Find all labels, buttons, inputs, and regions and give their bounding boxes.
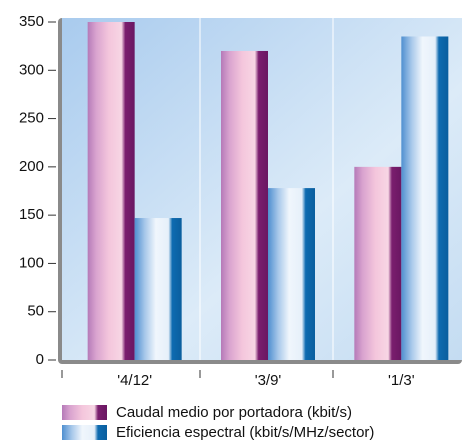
bar: [87, 22, 135, 360]
legend-swatch: [62, 405, 107, 420]
y-tick-label: 350: [19, 13, 44, 30]
legend-swatch: [62, 425, 107, 440]
x-tick-label: '3/9': [255, 372, 282, 389]
bar: [354, 166, 402, 360]
bar: [221, 50, 268, 360]
y-tick-label: 200: [19, 158, 44, 175]
x-tick-label: '4/12': [117, 372, 152, 389]
bar: [134, 218, 182, 360]
y-tick-label: 300: [19, 61, 44, 78]
bar: [401, 36, 449, 360]
y-tick-label: 0: [36, 351, 44, 368]
y-tick-label: 50: [27, 303, 44, 320]
y-tick-label: 100: [19, 254, 44, 271]
legend-label: Caudal medio por portadora (kbit/s): [116, 404, 352, 421]
bar: [268, 188, 315, 360]
y-tick-label: 150: [19, 206, 44, 223]
legend-label: Eficiencia espectral (kbit/s/MHz/sector): [116, 424, 374, 441]
y-tick-label: 250: [19, 110, 44, 127]
x-tick-label: '1/3': [388, 372, 415, 389]
